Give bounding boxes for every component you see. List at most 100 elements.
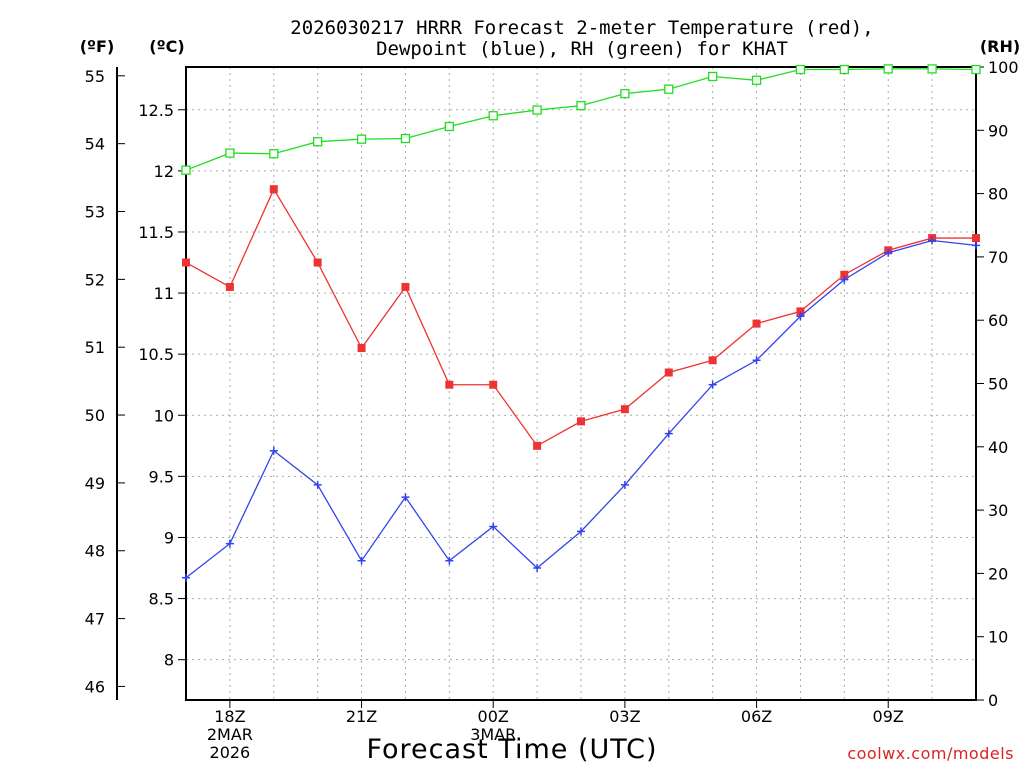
temperature-point: [533, 441, 542, 450]
dewpoint-point: [489, 522, 498, 531]
watermark-link[interactable]: coolwx.com/models: [847, 744, 1014, 763]
temperature-point: [577, 417, 585, 426]
temperature-point: [840, 270, 849, 279]
celsius-tick-label: 9: [164, 528, 174, 547]
rh-tick-label: 10: [988, 628, 1008, 647]
temperature-point: [182, 258, 190, 267]
x-tick-label: 00Z: [478, 707, 509, 726]
x-tick-label: 03Z: [609, 707, 640, 726]
rh-tick-label: 30: [988, 501, 1008, 520]
rh-point: [620, 88, 630, 99]
dewpoint-point: [225, 539, 234, 548]
temperature-point: [489, 380, 498, 389]
rh-point: [356, 134, 367, 144]
rh-point: [971, 64, 981, 75]
tick-labels: 8 8.5 9 9.5 10 10.5 11 11.5 12 12.5 46 47 48 49 50 51 52…: [85, 58, 1019, 762]
x-tick-label: 3MAR: [470, 725, 516, 744]
celsius-tick-label: 10: [154, 406, 174, 425]
dewpoint-series: [182, 236, 980, 582]
rh-point: [708, 71, 718, 82]
temperature-point: [796, 307, 805, 316]
rh-tick-label: 20: [988, 564, 1008, 583]
x-tick-label: 09Z: [873, 707, 904, 726]
celsius-unit-label: (ºC): [149, 37, 184, 56]
temperature-point: [225, 282, 234, 291]
temperature-point: [664, 368, 673, 377]
fahrenheit-unit-label: (ºF): [80, 37, 115, 56]
rh-series: [181, 64, 981, 175]
dewpoint-point: [884, 248, 893, 257]
rh-point: [839, 64, 849, 75]
rh-point: [225, 148, 235, 158]
rh-tick-label: 80: [988, 185, 1008, 204]
chart-title-line-2: Dewpoint (blue), RH (green) for KHAT: [376, 38, 788, 60]
rh-point: [444, 121, 454, 132]
fahrenheit-tick-label: 50: [85, 406, 105, 425]
rh-tick-label: 90: [988, 121, 1008, 140]
rh-point: [269, 149, 279, 159]
celsius-tick-label: 8: [164, 651, 174, 670]
temperature-point: [269, 185, 278, 194]
dewpoint-point: [401, 493, 410, 502]
dewpoint-point: [445, 556, 454, 565]
celsius-tick-label: 10.5: [138, 345, 174, 364]
dewpoint-point: [620, 480, 629, 489]
celsius-tick-label: 11.5: [138, 223, 174, 242]
rh-point: [400, 133, 411, 144]
fahrenheit-tick-label: 48: [85, 542, 105, 561]
celsius-tick-label: 11: [154, 284, 174, 303]
rh-point: [532, 105, 542, 115]
dewpoint-point: [840, 275, 849, 284]
rh-tick-label: 100: [988, 58, 1019, 77]
temperature-point: [708, 356, 717, 365]
dewpoint-point: [357, 556, 366, 565]
dewpoint-point: [533, 564, 542, 573]
rh-point: [795, 64, 806, 75]
temperature-point: [357, 344, 366, 353]
fahrenheit-tick-label: 55: [85, 67, 105, 86]
dewpoint-point: [796, 312, 805, 321]
temperature-point: [445, 380, 454, 389]
x-tick-label: 18Z: [214, 707, 245, 726]
dewpoint-point: [182, 573, 190, 582]
fahrenheit-tick-label: 52: [85, 270, 105, 289]
x-axis-label: Forecast Time (UTC): [366, 734, 657, 765]
dewpoint-point: [708, 380, 717, 389]
dewpoint-point: [928, 236, 937, 245]
temperature-point: [972, 234, 980, 243]
x-tick-label: 21Z: [346, 707, 377, 726]
rh-point: [927, 64, 937, 74]
celsius-tick-label: 8.5: [149, 590, 174, 609]
temperature-point: [752, 319, 761, 328]
x-tick-label: 2MAR: [207, 725, 253, 744]
fahrenheit-tick-label: 49: [85, 474, 105, 493]
dewpoint-point: [269, 446, 278, 455]
fahrenheit-tick-label: 54: [85, 135, 105, 154]
chart-title-line-1: 2026030217 HRRR Forecast 2-meter Tempera…: [290, 17, 873, 39]
dewpoint-point: [577, 527, 585, 536]
dewpoint-point: [752, 356, 761, 365]
temperature-point: [401, 282, 410, 291]
celsius-tick-label: 12.5: [138, 101, 174, 120]
rh-point: [576, 100, 586, 111]
rh-point: [313, 137, 323, 147]
rh-tick-label: 70: [988, 248, 1008, 267]
fahrenheit-tick-label: 53: [85, 203, 105, 222]
dewpoint-point: [313, 480, 322, 489]
rh-point: [488, 111, 498, 121]
chart-axes: [116, 66, 984, 708]
rh-point: [664, 84, 674, 94]
dewpoint-point: [664, 429, 673, 438]
temperature-point: [620, 405, 629, 414]
data-series: [181, 64, 981, 582]
x-tick-label: 06Z: [741, 707, 772, 726]
x-tick-label: 2026: [210, 743, 251, 762]
rh-tick-label: 60: [988, 311, 1008, 330]
rh-tick-label: 0: [988, 691, 998, 710]
rh-tick-label: 50: [988, 375, 1008, 394]
rh-point: [181, 165, 191, 175]
celsius-tick-label: 12: [154, 162, 174, 181]
rh-point: [883, 64, 893, 74]
